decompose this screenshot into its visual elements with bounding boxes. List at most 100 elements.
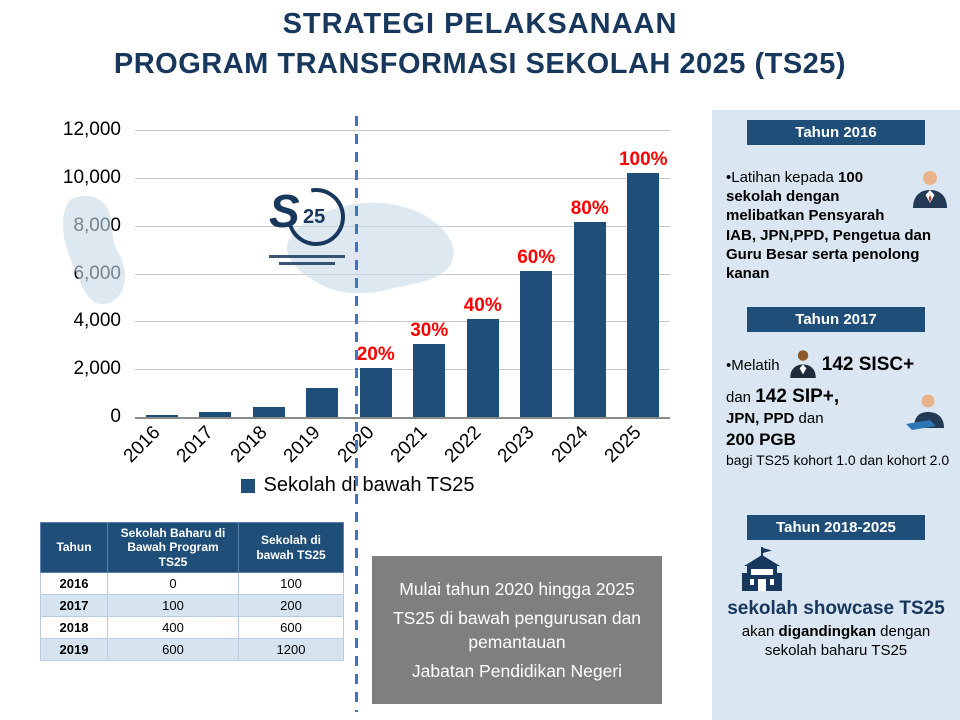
tahun-2017-text: •Melatih 142 SISC+ dan 142 SIP+, JPN, PP…	[726, 348, 950, 471]
bar-2022	[466, 319, 499, 417]
bar-2019	[306, 388, 339, 417]
table-header-row: Tahun Sekolah Baharu di Bawah Program TS…	[40, 521, 344, 574]
tahun-2016-text: •Latihan kepada 100 sekolah dengan melib…	[726, 168, 950, 283]
chart-legend: Sekolah di bawah TS25	[35, 474, 680, 497]
note-line-3: Jabatan Pendidikan Negeri	[411, 660, 623, 681]
bar-series: 20% 30% 40% 60% 80% 100%	[135, 130, 670, 417]
tahun-2017-lead: •Melatih	[726, 356, 784, 374]
slide-title: STRATEGI PELAKSANAAN PROGRAM TRANSFORMAS…	[0, 8, 960, 81]
x-axis: 2016 2017 2018 2019 2020 2021 2022 2023 2024 2025	[119, 419, 671, 474]
ts25-logo-letter: S	[269, 185, 300, 237]
count-sip: 142 SIP+,	[755, 385, 840, 407]
school-icon	[738, 547, 786, 598]
bar-group-2025: 100%	[617, 130, 671, 417]
presenter-icon	[904, 392, 948, 438]
ts25-logo-number: 25	[303, 206, 326, 228]
bar-group-2021: 30%	[403, 130, 457, 417]
ts25-logo-caption-line	[269, 255, 345, 258]
table-cell-year: 2019	[40, 638, 108, 662]
summary-table: Tahun Sekolah Baharu di Bawah Program TS…	[40, 521, 344, 662]
title-line-2: PROGRAM TRANSFORMASI SEKOLAH 2025 (TS25)	[113, 48, 847, 80]
tahun-2017-dan-2: dan	[794, 409, 824, 427]
tahun-2017-kohort: bagi TS25 kohort 1.0 dan kohort 2.0	[726, 452, 950, 469]
table-cell-year: 2018	[40, 616, 108, 640]
table-cell: 600	[107, 638, 239, 662]
table-row: 2018 400 600	[40, 616, 344, 640]
bar-group-2019	[296, 130, 350, 417]
bar-2021	[413, 343, 446, 417]
count-pgb: 200 PGB	[726, 429, 796, 449]
showcase-highlight: sekolah showcase TS25	[727, 598, 945, 619]
bar-2024	[573, 221, 606, 417]
y-axis-tick-label: 4,000	[73, 310, 121, 332]
dashed-divider-line	[355, 116, 358, 712]
bar-percent-label: 40%	[463, 295, 502, 317]
table-row: 2019 600 1200	[40, 638, 344, 662]
banner-tahun-2017: Tahun 2017	[747, 307, 925, 332]
table-cell-year: 2017	[40, 594, 108, 618]
bar-2016	[145, 414, 178, 417]
bar-percent-label: 80%	[570, 197, 609, 219]
y-axis-tick-label: 10,000	[62, 166, 121, 188]
table-row: 2016 0 100	[40, 572, 344, 596]
bar-percent-label: 20%	[356, 344, 395, 366]
y-axis-tick-label: 2,000	[73, 358, 121, 380]
tahun-2016-detail: 100 sekolah dengan melibatkan Pensyarah …	[726, 169, 932, 282]
bar-2017	[199, 412, 232, 417]
bar-group-2024: 80%	[563, 130, 617, 417]
bar-group-2016	[135, 130, 189, 417]
table-cell: 400	[107, 616, 239, 640]
table-cell: 1200	[238, 638, 344, 662]
table-cell: 0	[107, 572, 239, 596]
akan-text: akan	[741, 622, 779, 640]
tahun-2016-lead: •Latihan kepada	[726, 169, 839, 186]
right-sidebar: Tahun 2016 •Latihan kepada 100 sekolah d…	[712, 110, 960, 720]
tahun-2018-2025-text: sekolah showcase TS25 akan digandingkan …	[726, 597, 946, 661]
table-cell: 200	[238, 594, 344, 618]
bar-2023	[520, 270, 553, 417]
plot-area: S 25 20% 30% 40% 60% 80% 100%	[135, 130, 670, 419]
ts25-logo-caption-line	[279, 262, 335, 265]
table-cell: 100	[238, 572, 344, 596]
x-axis-tick: 2025	[601, 419, 671, 474]
jpn-ppd: JPN, PPD	[726, 409, 795, 427]
gridline	[135, 177, 670, 179]
banner-tahun-2018-2025: Tahun 2018-2025	[747, 515, 925, 540]
dengan-text: dengan sekolah baharu TS25	[764, 622, 931, 660]
bar-percent-label: 30%	[410, 319, 449, 341]
bar-group-2022: 40%	[456, 130, 510, 417]
bar-2025	[627, 173, 660, 417]
trainer-icon	[786, 348, 820, 384]
table-cell-year: 2016	[40, 572, 108, 596]
table-cell: 100	[107, 594, 239, 618]
y-axis-tick-label: 12,000	[62, 119, 121, 140]
bar-2018	[252, 407, 285, 417]
bar-group-2023: 60%	[510, 130, 564, 417]
tahun-2017-dan: dan	[726, 388, 756, 406]
note-line-2: TS25 di bawah pengurusan dan pemantauan	[392, 607, 642, 653]
y-axis-tick-label: 0	[110, 406, 121, 427]
bar-group-2018	[242, 130, 296, 417]
malaysia-map-background	[63, 195, 454, 305]
bar-percent-label: 100%	[618, 149, 668, 171]
businessman-icon	[910, 168, 950, 213]
table-cell: 600	[238, 616, 344, 640]
ts25-logo: S 25	[265, 176, 357, 274]
table-header-sekolah-ts25: Sekolah di bawah TS25	[238, 521, 344, 574]
count-sisc: 142 SISC+	[821, 353, 915, 375]
table-header-sekolah-baharu: Sekolah Baharu di Bawah Program TS25	[107, 521, 239, 574]
legend-label: Sekolah di bawah TS25	[263, 474, 475, 496]
note-line-1: Mulai tahun 2020 hingga 2025	[399, 579, 635, 599]
table-row: 2017 100 200	[40, 594, 344, 618]
bar-group-2017	[189, 130, 243, 417]
banner-tahun-2016: Tahun 2016	[747, 120, 925, 145]
digandingkan-text: digandingkan	[778, 622, 876, 640]
note-box: Mulai tahun 2020 hingga 2025 TS25 di baw…	[372, 556, 662, 704]
gridline	[135, 130, 670, 131]
bar-group-2020: 20%	[349, 130, 403, 417]
legend-swatch	[240, 478, 255, 493]
gridline	[135, 321, 670, 323]
bar-percent-label: 60%	[517, 246, 556, 268]
table-header-tahun: Tahun	[40, 521, 108, 574]
